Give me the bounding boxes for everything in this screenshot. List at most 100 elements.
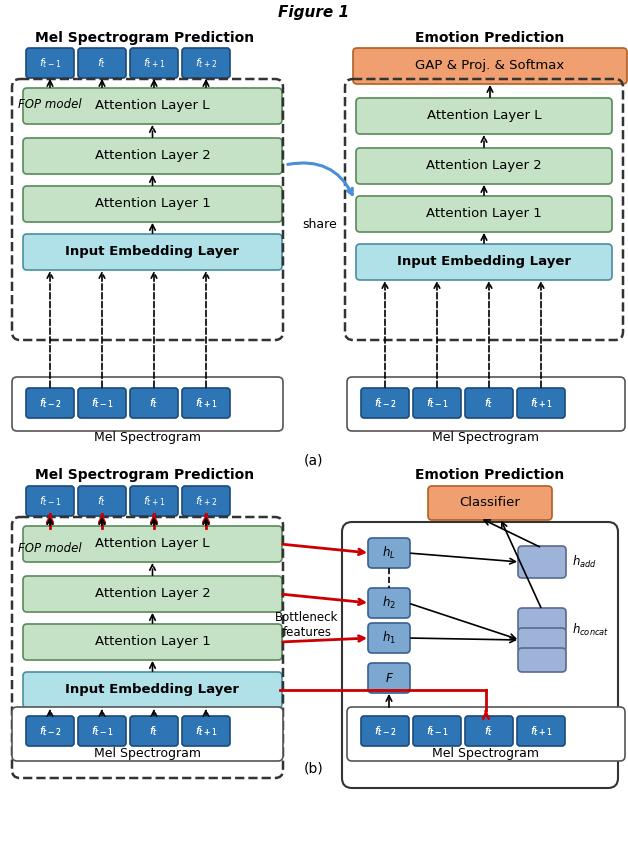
FancyBboxPatch shape	[23, 672, 282, 708]
FancyBboxPatch shape	[368, 623, 410, 653]
FancyBboxPatch shape	[78, 48, 126, 78]
FancyBboxPatch shape	[465, 716, 513, 746]
Text: Mel Spectrogram: Mel Spectrogram	[433, 747, 539, 761]
Text: Input Embedding Layer: Input Embedding Layer	[397, 255, 571, 269]
Text: $f_{t}$: $f_{t}$	[149, 396, 159, 410]
Text: $f_{t-2}$: $f_{t-2}$	[374, 396, 396, 410]
FancyBboxPatch shape	[23, 576, 282, 612]
Text: Mel Spectrogram Prediction: Mel Spectrogram Prediction	[35, 468, 254, 482]
Text: $f_{t-1}$: $f_{t-1}$	[90, 396, 114, 410]
Text: $f_{t-1}$: $f_{t-1}$	[38, 56, 62, 70]
Text: $f_{t}$: $f_{t}$	[97, 56, 107, 70]
FancyBboxPatch shape	[182, 716, 230, 746]
FancyBboxPatch shape	[517, 716, 565, 746]
Text: $f_{t-1}$: $f_{t-1}$	[426, 396, 448, 410]
FancyBboxPatch shape	[182, 388, 230, 418]
FancyBboxPatch shape	[361, 716, 409, 746]
Text: $f_{t-2}$: $f_{t-2}$	[374, 724, 396, 738]
Text: Mel Spectrogram: Mel Spectrogram	[433, 432, 539, 444]
Text: $f_{t-2}$: $f_{t-2}$	[374, 724, 396, 738]
Text: $h_L$: $h_L$	[382, 545, 396, 561]
FancyBboxPatch shape	[130, 716, 178, 746]
Text: $f_{t-2}$: $f_{t-2}$	[39, 724, 62, 738]
FancyBboxPatch shape	[23, 88, 282, 124]
FancyBboxPatch shape	[465, 388, 513, 418]
Text: $f_{t-1}$: $f_{t-1}$	[90, 724, 114, 738]
Text: share: share	[303, 219, 337, 232]
FancyBboxPatch shape	[130, 388, 178, 418]
Text: $f_{t}$: $f_{t}$	[484, 396, 494, 410]
Text: FOP model: FOP model	[18, 542, 82, 555]
Text: $f_{t}$: $f_{t}$	[149, 724, 159, 738]
FancyBboxPatch shape	[517, 716, 565, 746]
Text: $F$: $F$	[384, 672, 394, 684]
FancyBboxPatch shape	[23, 624, 282, 660]
Text: $f_{t-1}$: $f_{t-1}$	[90, 724, 114, 738]
FancyBboxPatch shape	[361, 388, 409, 418]
Text: $f_{t}$: $f_{t}$	[484, 724, 494, 738]
FancyBboxPatch shape	[23, 526, 282, 562]
Text: Emotion Prediction: Emotion Prediction	[415, 468, 565, 482]
Text: Emotion Prediction: Emotion Prediction	[415, 31, 565, 45]
Text: $f_{t+1}$: $f_{t+1}$	[529, 396, 553, 410]
Text: $f_{t-1}$: $f_{t-1}$	[426, 724, 448, 738]
FancyBboxPatch shape	[26, 48, 74, 78]
Text: FOP model: FOP model	[18, 98, 82, 111]
FancyBboxPatch shape	[465, 716, 513, 746]
FancyBboxPatch shape	[413, 716, 461, 746]
FancyBboxPatch shape	[517, 388, 565, 418]
Text: Attention Layer 2: Attention Layer 2	[426, 159, 542, 172]
FancyBboxPatch shape	[356, 244, 612, 280]
Text: Mel Spectrogram: Mel Spectrogram	[94, 747, 202, 761]
FancyBboxPatch shape	[78, 486, 126, 516]
FancyBboxPatch shape	[356, 98, 612, 134]
FancyBboxPatch shape	[356, 196, 612, 232]
FancyBboxPatch shape	[361, 388, 409, 418]
Text: $f_{t}$: $f_{t}$	[97, 494, 107, 508]
Text: $f_{t-2}$: $f_{t-2}$	[374, 396, 396, 410]
Text: (b): (b)	[304, 761, 324, 775]
FancyBboxPatch shape	[361, 716, 409, 746]
Text: Bottleneck
features: Bottleneck features	[275, 611, 338, 639]
FancyBboxPatch shape	[130, 388, 178, 418]
FancyBboxPatch shape	[465, 388, 513, 418]
Text: Input Embedding Layer: Input Embedding Layer	[65, 246, 239, 259]
Text: $f_{t+1}$: $f_{t+1}$	[195, 396, 217, 410]
Text: Attention Layer 1: Attention Layer 1	[95, 635, 210, 649]
Text: $f_{t-2}$: $f_{t-2}$	[39, 396, 62, 410]
Text: $f_{t+1}$: $f_{t+1}$	[143, 494, 165, 508]
FancyBboxPatch shape	[26, 388, 74, 418]
Text: (a): (a)	[304, 453, 324, 467]
FancyBboxPatch shape	[23, 186, 282, 222]
Text: $f_{t-1}$: $f_{t-1}$	[426, 396, 448, 410]
FancyBboxPatch shape	[368, 663, 410, 693]
FancyBboxPatch shape	[78, 716, 126, 746]
Text: $f_{t+1}$: $f_{t+1}$	[529, 396, 553, 410]
FancyBboxPatch shape	[78, 388, 126, 418]
Text: Mel Spectrogram Prediction: Mel Spectrogram Prediction	[35, 31, 254, 45]
FancyBboxPatch shape	[347, 707, 625, 761]
Text: $f_{t+1}$: $f_{t+1}$	[195, 724, 217, 738]
Text: $f_{t+1}$: $f_{t+1}$	[529, 724, 553, 738]
Text: Attention Layer L: Attention Layer L	[95, 99, 210, 113]
Text: $f_{t-1}$: $f_{t-1}$	[426, 724, 448, 738]
FancyBboxPatch shape	[23, 138, 282, 174]
FancyBboxPatch shape	[518, 546, 566, 578]
FancyBboxPatch shape	[518, 608, 566, 632]
FancyBboxPatch shape	[12, 377, 283, 431]
Text: $f_{t+2}$: $f_{t+2}$	[195, 494, 217, 508]
Text: $h_1$: $h_1$	[382, 630, 396, 646]
Text: $f_{t+1}$: $f_{t+1}$	[195, 396, 217, 410]
Text: $f_{t+2}$: $f_{t+2}$	[195, 56, 217, 70]
Text: Attention Layer L: Attention Layer L	[427, 109, 541, 122]
Text: $f_{t+1}$: $f_{t+1}$	[143, 56, 165, 70]
FancyBboxPatch shape	[353, 48, 627, 84]
Text: $h_{concat}$: $h_{concat}$	[572, 622, 609, 638]
FancyBboxPatch shape	[518, 628, 566, 652]
Text: Attention Layer 2: Attention Layer 2	[95, 149, 210, 163]
FancyBboxPatch shape	[78, 388, 126, 418]
Text: Attention Layer 1: Attention Layer 1	[95, 198, 210, 210]
FancyBboxPatch shape	[26, 716, 74, 746]
Text: $h_{add}$: $h_{add}$	[572, 554, 597, 570]
FancyBboxPatch shape	[182, 716, 230, 746]
